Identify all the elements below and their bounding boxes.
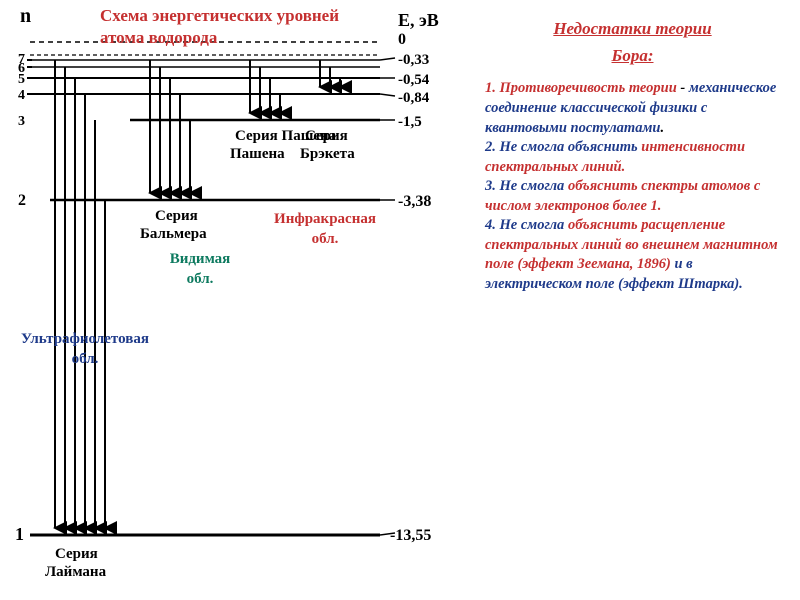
drawbacks-list: 1. Противоречивость теории - механическо… xyxy=(485,79,780,294)
e7: -0,33 xyxy=(398,52,429,68)
e1: -13,55 xyxy=(390,527,431,544)
lyman-label: Серия Лаймана xyxy=(45,546,107,580)
uv-region: Ультрафиолетовая обл. xyxy=(10,330,160,369)
diagram-svg: n Е, эВ 0 7 6 5 4 3 2 1 -0,33 -0,54 -0,8… xyxy=(0,0,470,600)
n4: 4 xyxy=(18,88,25,103)
balmer-arrows xyxy=(150,60,190,193)
lyman-arrows xyxy=(55,60,105,528)
energy-diagram: Схема энергетических уровней атома водор… xyxy=(0,0,470,600)
e-axis-label: Е, эВ xyxy=(398,10,439,30)
visible-region: Видимая обл. xyxy=(155,250,245,289)
d2a: 2. Не смогла объяснить xyxy=(485,139,641,155)
n5: 5 xyxy=(18,72,25,87)
n-axis-label: n xyxy=(20,5,31,27)
n1: 1 xyxy=(15,524,24,544)
n3: 3 xyxy=(18,114,25,129)
d1a: 1. Противоречивость теории xyxy=(485,80,677,96)
e5: -0,54 xyxy=(398,72,430,88)
diagram-title: Схема энергетических уровней атома водор… xyxy=(100,5,360,49)
zero-label: 0 xyxy=(398,31,406,48)
ir-region: Инфракрасная обл. xyxy=(260,210,390,249)
brackett-arrows xyxy=(320,60,340,87)
e2: -3,38 xyxy=(398,193,431,210)
drawbacks-panel: Недостатки теории Бора: 1. Противоречиво… xyxy=(480,0,790,600)
e3: -1,5 xyxy=(398,114,422,130)
d4a: 4. Не смогла xyxy=(485,217,568,233)
svg-text:Пашена: Пашена xyxy=(230,146,285,162)
drawbacks-title: Недостатки теории Бора: xyxy=(485,15,780,69)
e4: -0,84 xyxy=(398,90,430,106)
brackett-label: Серия Брэкета xyxy=(300,128,355,162)
d3a: 3. Не смогла xyxy=(485,178,568,194)
balmer-label: Серия Бальмера xyxy=(140,208,207,242)
n2: 2 xyxy=(18,192,26,209)
paschen-arrows xyxy=(250,60,280,113)
